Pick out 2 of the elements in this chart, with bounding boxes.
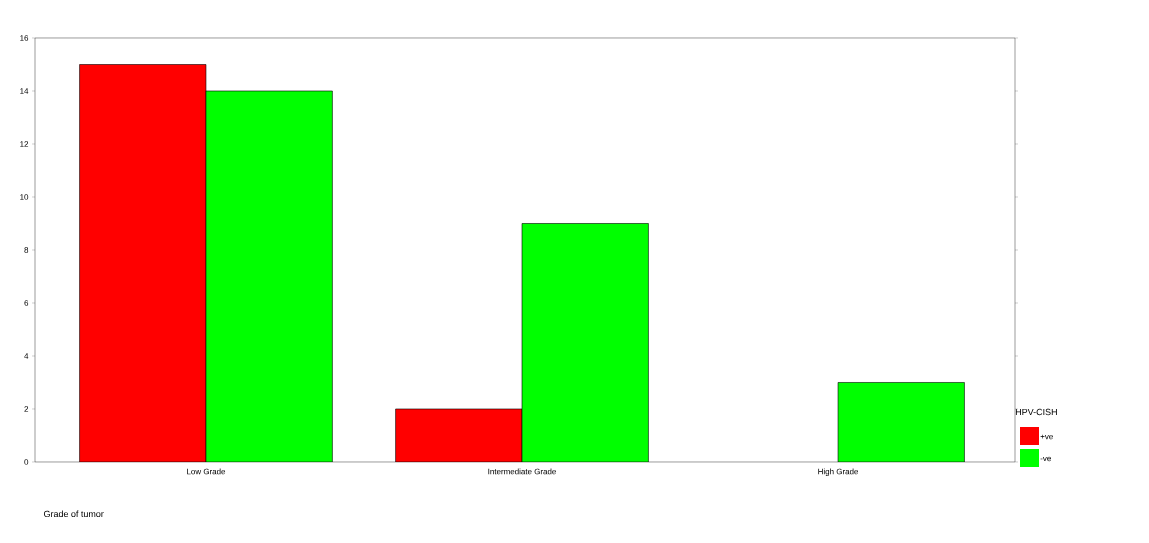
x-axis-title: Grade of tumor	[43, 510, 104, 518]
legend-title: HPV-CISH	[1015, 408, 1057, 416]
